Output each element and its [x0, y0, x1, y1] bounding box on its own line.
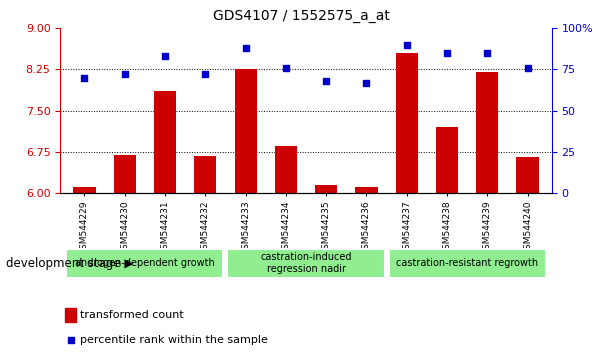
- Point: [120, 72, 130, 77]
- FancyBboxPatch shape: [227, 249, 385, 278]
- Text: transformed count: transformed count: [80, 310, 184, 320]
- Bar: [517, 157, 538, 193]
- Bar: [275, 146, 297, 193]
- Bar: [315, 185, 337, 193]
- Point: [160, 53, 170, 59]
- Point: [321, 78, 331, 84]
- Point: [281, 65, 291, 71]
- Bar: [436, 127, 458, 193]
- Bar: [235, 69, 257, 193]
- Text: androgen-dependent growth: androgen-dependent growth: [75, 258, 215, 268]
- Point: [523, 65, 532, 71]
- Point: [66, 337, 75, 342]
- Point: [482, 50, 492, 56]
- Bar: [476, 72, 498, 193]
- Bar: [396, 53, 418, 193]
- Text: castration-induced
regression nadir: castration-induced regression nadir: [260, 252, 352, 274]
- Point: [241, 45, 250, 51]
- Text: GDS4107 / 1552575_a_at: GDS4107 / 1552575_a_at: [213, 9, 390, 23]
- Point: [80, 75, 89, 81]
- Bar: [114, 154, 136, 193]
- Bar: [65, 308, 76, 322]
- Bar: [154, 91, 176, 193]
- Text: castration-resistant regrowth: castration-resistant regrowth: [396, 258, 538, 268]
- Bar: [194, 156, 216, 193]
- Text: percentile rank within the sample: percentile rank within the sample: [80, 335, 268, 344]
- Text: development stage ▶: development stage ▶: [6, 257, 133, 270]
- Point: [402, 42, 412, 48]
- Point: [362, 80, 371, 85]
- Bar: [355, 188, 377, 193]
- Point: [200, 72, 210, 77]
- Point: [442, 50, 452, 56]
- Bar: [74, 188, 95, 193]
- FancyBboxPatch shape: [66, 249, 224, 278]
- FancyBboxPatch shape: [388, 249, 546, 278]
